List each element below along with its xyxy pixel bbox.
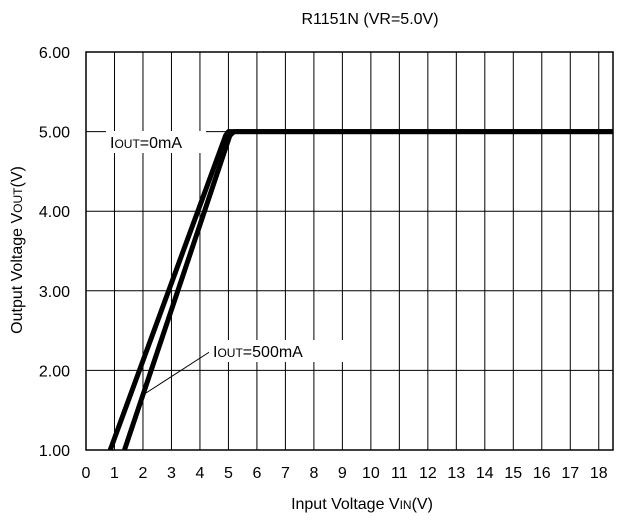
y-tick-label: 3.00 — [39, 284, 70, 301]
x-tick-label: 17 — [561, 465, 579, 482]
x-tick-label: 5 — [224, 465, 233, 482]
y-tick-label: 5.00 — [39, 125, 70, 142]
y-tick-label: 2.00 — [39, 363, 70, 380]
x-tick-label: 7 — [281, 465, 290, 482]
x-tick-label: 0 — [82, 465, 91, 482]
annotation-0: IOUT=0mA — [110, 135, 182, 152]
x-tick-label: 1 — [110, 465, 119, 482]
annotation-0-bg — [106, 131, 206, 153]
annotation-1: IOUT=500mA — [213, 344, 303, 361]
x-tick-label: 11 — [391, 465, 408, 482]
x-tick-label: 4 — [195, 465, 204, 482]
chart-title: R1151N (VR=5.0V) — [301, 11, 438, 28]
x-tick-label: 2 — [139, 465, 148, 482]
x-tick-label: 9 — [338, 465, 347, 482]
y-tick-labels: 1.00 2.00 3.00 4.00 5.00 6.00 — [39, 45, 70, 460]
series-line-1 — [122, 129, 613, 451]
annotation-1-leader — [145, 350, 212, 394]
x-tick-label: 8 — [309, 465, 318, 482]
x-tick-label: 14 — [476, 465, 494, 482]
x-tick-label: 3 — [167, 465, 176, 482]
series-lines — [107, 129, 613, 451]
x-axis-label: Input Voltage VIN(V) — [291, 496, 433, 513]
annotation-1-bg — [209, 340, 349, 362]
plot-area — [85, 51, 614, 451]
x-tick-label: 15 — [504, 465, 522, 482]
y-tick-label: 4.00 — [39, 204, 70, 221]
y-tick-label: 1.00 — [39, 443, 70, 460]
x-tick-labels: 0 1 2 3 4 5 6 7 8 9 10 11 12 13 14 15 16 17 18 — [82, 465, 608, 482]
x-tick-label: 6 — [252, 465, 261, 482]
y-axis-label: Output Voltage VOUT(V) — [9, 166, 26, 334]
x-tick-label: 10 — [362, 465, 380, 482]
x-tick-label: 13 — [447, 465, 465, 482]
x-tick-label: 12 — [419, 465, 437, 482]
y-tick-label: 6.00 — [39, 45, 70, 62]
x-tick-label: 18 — [590, 465, 608, 482]
x-tick-label: 16 — [533, 465, 551, 482]
grid — [86, 52, 613, 450]
